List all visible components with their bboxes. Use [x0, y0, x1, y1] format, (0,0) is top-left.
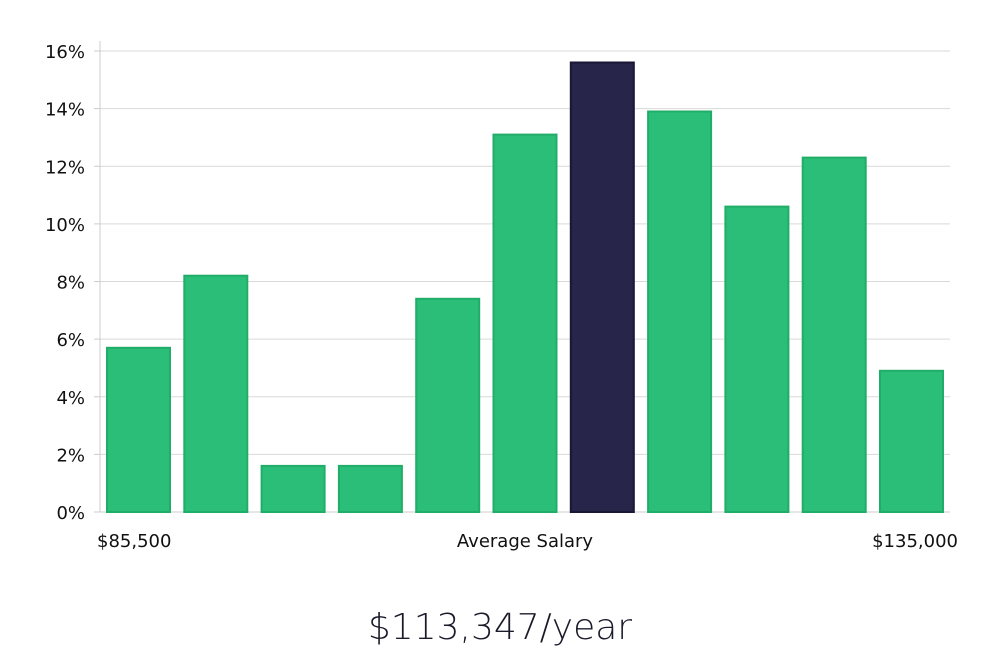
bar [260, 464, 326, 513]
y-tick-label: 4% [56, 388, 85, 409]
bar [801, 156, 867, 513]
bar [106, 346, 171, 513]
y-tick-label: 12% [45, 157, 85, 178]
x-axis-labels: $85,500 Average Salary $135,000 [97, 531, 958, 552]
bars [106, 61, 944, 514]
bar [492, 133, 558, 513]
y-tick-label: 16% [45, 42, 85, 63]
x-axis-title: Average Salary [457, 531, 594, 552]
bar [337, 464, 403, 513]
bar [183, 274, 249, 514]
bar-highlighted [569, 61, 635, 513]
y-tick-label: 2% [56, 445, 85, 466]
salary-histogram: 0% 2% 4% 6% 8% 10% 12% 14% 16% $85,500 Average S… [45, 41, 958, 552]
y-tick-label: 6% [56, 330, 85, 351]
average-salary-value: $113,347/year [367, 607, 633, 648]
y-tick-label: 10% [45, 215, 85, 236]
y-tick-label: 8% [56, 273, 85, 294]
bar [415, 297, 481, 513]
bar [647, 110, 713, 513]
y-tick-label: 14% [45, 100, 85, 121]
x-min-label: $85,500 [97, 531, 171, 552]
bar [879, 369, 944, 513]
x-max-label: $135,000 [872, 531, 958, 552]
y-tick-labels: 0% 2% 4% 6% 8% 10% 12% 14% 16% [45, 42, 85, 524]
y-tick-label: 0% [56, 503, 85, 524]
bar [724, 205, 790, 513]
